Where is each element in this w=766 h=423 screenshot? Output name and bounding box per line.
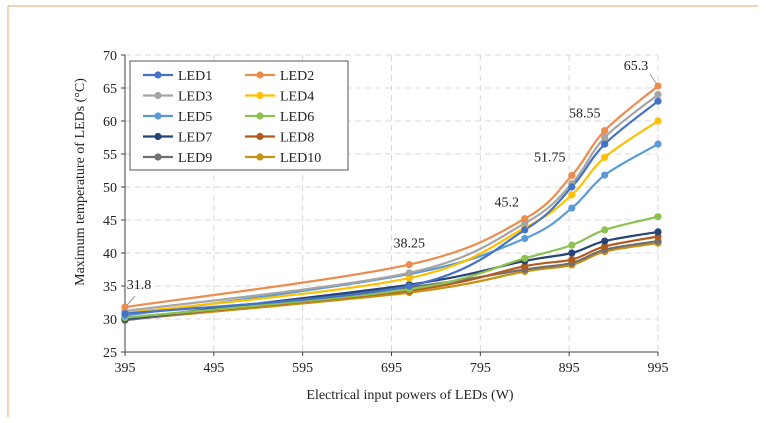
data-point-led8 (568, 256, 576, 264)
data-point-led3 (601, 133, 609, 142)
data-point-led2 (521, 215, 529, 223)
legend-swatch-marker (154, 91, 162, 100)
y-tick-label: 45 (103, 214, 117, 229)
data-point-led7 (654, 228, 662, 236)
data-point-led2 (601, 127, 609, 135)
legend-label-led2: LED2 (280, 69, 314, 84)
y-tick-label: 30 (103, 313, 117, 328)
x-tick-label: 895 (559, 361, 580, 376)
data-label: 38.25 (394, 237, 426, 252)
legend-label-led6: LED6 (280, 110, 314, 125)
y-tick-label: 60 (103, 115, 117, 130)
legend-swatch-marker (154, 71, 162, 79)
legend-label-led1: LED1 (178, 69, 212, 84)
series-points (121, 82, 662, 324)
x-axis-label: Electrical input powers of LEDs (W) (306, 388, 514, 403)
data-label: 51.75 (534, 150, 566, 165)
data-label: 31.8 (127, 278, 152, 293)
data-point-led4 (601, 153, 609, 161)
data-point-led1 (601, 140, 609, 148)
y-axis-label: Maximum temperature of LEDs (°C) (73, 78, 88, 286)
data-label: 65.3 (624, 59, 649, 74)
x-tick-label: 995 (648, 361, 669, 376)
legend-label-led3: LED3 (178, 90, 212, 105)
data-point-led6 (654, 213, 662, 221)
y-tick-label: 55 (103, 148, 117, 163)
data-point-led1 (568, 183, 576, 191)
data-point-led8 (601, 242, 609, 250)
data-point-led5 (654, 140, 662, 148)
legend-label-led5: LED5 (178, 110, 212, 125)
y-tick-labels: 25 30 35 40 45 50 55 60 65 70 (103, 49, 125, 361)
annotation-leader (649, 73, 657, 84)
legend: LED1 LED2 LED3 LED4 LED5 LED6 LED7 LED8 LED9 LED1… (129, 60, 349, 171)
x-tick-label: 795 (470, 361, 491, 376)
data-point-led1 (405, 282, 413, 290)
annotation-leader (126, 295, 136, 306)
legend-swatch-marker (256, 91, 264, 100)
legend-label-led10: LED10 (280, 151, 321, 166)
legend-swatch-marker (256, 153, 264, 161)
data-point-led4 (654, 117, 662, 125)
x-tick-labels: 395 495 595 695 795 895 995 (115, 352, 669, 376)
data-point-led5 (521, 234, 529, 243)
x-tick-label: 495 (203, 361, 224, 376)
y-tick-label: 50 (103, 181, 117, 196)
y-tick-label: 65 (103, 82, 117, 97)
data-point-led6 (601, 226, 609, 234)
data-point-led2 (654, 82, 662, 90)
data-label: 58.55 (569, 107, 601, 122)
legend-label-led7: LED7 (178, 131, 212, 146)
x-tick-label: 395 (115, 361, 136, 376)
data-point-led3 (405, 269, 413, 277)
data-point-led1 (121, 310, 129, 318)
data-point-led6 (521, 254, 529, 262)
legend-label-led4: LED4 (280, 90, 314, 105)
data-point-led2 (405, 261, 413, 269)
y-tick-label: 40 (103, 247, 117, 262)
data-point-led3 (654, 91, 662, 99)
annotations: 31.8 38.25 45.2 51.75 58.55 65.3 (126, 59, 657, 306)
legend-label-led8: LED8 (280, 131, 314, 146)
data-point-led7 (601, 237, 609, 245)
legend-swatch-marker (256, 71, 264, 79)
data-point-led8 (521, 262, 529, 270)
y-tick-label: 35 (103, 280, 117, 295)
data-point-led5 (601, 171, 609, 179)
data-point-led2 (568, 171, 576, 179)
y-tick-label: 25 (103, 346, 117, 361)
data-point-led6 (568, 241, 576, 249)
data-point-led4 (405, 274, 413, 282)
legend-swatch-marker (154, 153, 162, 161)
data-point-led5 (568, 204, 576, 212)
x-tick-label: 695 (381, 361, 402, 376)
data-point-led7 (568, 249, 576, 257)
data-point-led4 (568, 191, 576, 199)
data-point-led2 (121, 303, 129, 311)
legend-swatch-marker (154, 132, 162, 141)
legend-swatch-marker (154, 112, 162, 120)
legend-swatch-marker (256, 132, 264, 141)
y-tick-label: 70 (103, 49, 117, 64)
x-tick-label: 595 (292, 361, 313, 376)
data-label: 45.2 (495, 196, 520, 211)
data-point-led1 (654, 97, 662, 105)
legend-swatch-marker (256, 112, 264, 120)
legend-label-led9: LED9 (178, 151, 212, 166)
data-point-led1 (521, 226, 529, 234)
